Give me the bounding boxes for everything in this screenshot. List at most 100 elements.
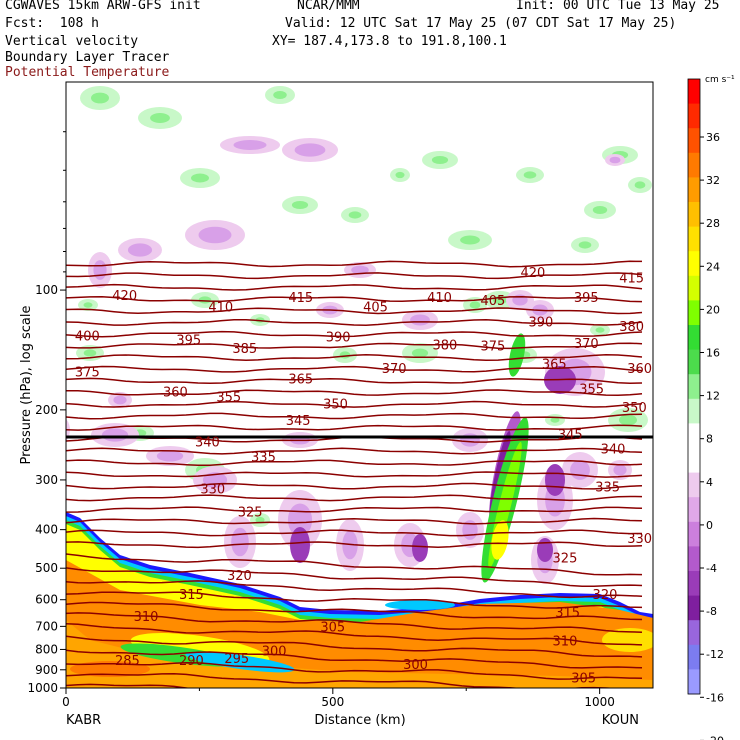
theta-contour-3 xyxy=(66,295,643,303)
colorbar-swatch xyxy=(688,620,700,646)
updraft-core-20 xyxy=(523,171,537,179)
y-tick-label: 400 xyxy=(35,523,58,537)
colorbar-swatch xyxy=(688,644,700,670)
theta-contour-27 xyxy=(66,580,643,599)
downdraft-mid-16 xyxy=(231,527,249,557)
field-potential-temperature: Potential Temperature xyxy=(5,65,170,80)
y-axis-label: Pressure (hPa), log scale xyxy=(19,306,34,465)
init-time: Init: 00 UTC Tue 13 May 25 xyxy=(516,0,720,13)
theta-label: 300 xyxy=(262,645,287,660)
theta-label: 310 xyxy=(134,610,159,625)
theta-label: 345 xyxy=(286,414,311,429)
theta-label: 390 xyxy=(326,331,351,346)
theta-label: 290 xyxy=(179,654,204,669)
downdraft-mid-7 xyxy=(410,314,430,326)
colorbar-swatch xyxy=(688,669,700,695)
theta-label: 300 xyxy=(403,658,428,673)
updraft-column-top xyxy=(508,333,526,377)
theta-label: 390 xyxy=(529,316,554,331)
theta-contour-7 xyxy=(66,342,643,350)
theta-label: 285 xyxy=(115,654,140,669)
colorbar-swatch xyxy=(688,177,700,203)
x-axis-label: Distance (km) xyxy=(314,713,405,728)
colorbar-frame xyxy=(687,78,701,695)
colorbar-swatch xyxy=(688,128,700,154)
model-title: CGWAVES 15km ARW-GFS init xyxy=(5,0,201,13)
downdraft-core-1 xyxy=(545,464,565,496)
downdraft-mid-26 xyxy=(460,433,480,447)
colorbar-label: -4 xyxy=(706,562,717,575)
theta-label: 305 xyxy=(320,620,345,635)
colorbar-swatch xyxy=(688,571,700,597)
downdraft-mid-4 xyxy=(93,260,107,280)
theta-contour-31 xyxy=(66,622,643,646)
pbl-cyan-patch xyxy=(385,600,455,610)
theta-label: 360 xyxy=(163,386,188,401)
theta-label: 405 xyxy=(480,294,505,309)
theta-label: 410 xyxy=(208,301,233,316)
colorbar-swatch xyxy=(688,521,700,547)
updraft-core-23 xyxy=(550,417,560,423)
updraft-core-9 xyxy=(339,351,351,359)
theta-contour-9 xyxy=(66,365,643,373)
downdraft-mid-22 xyxy=(570,460,590,480)
theta-label: 405 xyxy=(363,301,388,316)
colorbar-label: -16 xyxy=(706,691,724,704)
theta-label: 395 xyxy=(176,333,201,348)
downdraft-mid-1 xyxy=(294,143,326,157)
field-boundary-layer-tracer: Boundary Layer Tracer xyxy=(5,50,170,65)
updraft-core-3 xyxy=(191,173,209,183)
theta-label: 350 xyxy=(323,398,348,413)
downdraft-core-3 xyxy=(412,534,428,562)
updraft-core-22 xyxy=(619,414,637,426)
theta-label: 375 xyxy=(75,365,100,380)
y-tick-label: 1000 xyxy=(27,681,58,695)
theta-label: 365 xyxy=(288,373,313,388)
theta-label: 305 xyxy=(571,671,596,686)
updraft-core-13 xyxy=(634,181,646,189)
updraft-core-5 xyxy=(348,211,362,219)
theta-contour-23 xyxy=(66,529,643,537)
theta-contour-33 xyxy=(66,649,643,669)
theta-contour-29 xyxy=(66,601,643,621)
updraft-core-11 xyxy=(592,205,608,215)
y-tick-label: 300 xyxy=(35,473,58,487)
theta-label: 350 xyxy=(622,401,647,416)
updraft-core-26 xyxy=(255,516,265,524)
colorbar-label: 20 xyxy=(706,303,720,316)
theta-contour-19 xyxy=(66,482,643,490)
updraft-core-7 xyxy=(460,235,480,245)
updraft-core-18 xyxy=(83,302,93,308)
theta-label: 385 xyxy=(232,342,257,357)
org-label: NCAR/MMM xyxy=(297,0,360,13)
x-tick-label: 0 xyxy=(62,695,70,709)
colorbar-swatch xyxy=(688,497,700,523)
updraft-core-2 xyxy=(273,90,287,100)
colorbar-label: -20 xyxy=(706,734,724,740)
colorbar-swatch xyxy=(688,325,700,351)
updraft-core-8 xyxy=(411,348,429,358)
updraft-core-6 xyxy=(431,155,449,165)
left-endpoint-label: KABR xyxy=(66,713,101,728)
downdraft-mid-12 xyxy=(101,428,129,442)
colorbar-swatch xyxy=(688,79,700,105)
y-tick-label: 600 xyxy=(35,593,58,607)
updraft-core-14 xyxy=(578,241,592,249)
updraft-core-21 xyxy=(595,327,605,333)
theta-contour-28 xyxy=(66,591,643,609)
theta-label: 335 xyxy=(251,451,276,466)
updraft-core-27 xyxy=(395,171,405,179)
colorbar-label: -8 xyxy=(706,605,717,618)
colorbar-swatch xyxy=(688,374,700,400)
theta-contour-17 xyxy=(66,459,643,467)
updraft-core-16 xyxy=(198,296,212,304)
y-tick-label: 900 xyxy=(35,663,58,677)
theta-contour-14 xyxy=(66,424,643,431)
theta-label: 340 xyxy=(601,442,626,457)
theta-label: 415 xyxy=(288,291,313,306)
theta-label: 315 xyxy=(179,588,204,603)
valid-time: Valid: 12 UTC Sat 17 May 25 (07 CDT Sat … xyxy=(285,16,677,31)
theta-label: 370 xyxy=(574,337,599,352)
theta-contour-20 xyxy=(66,494,643,502)
